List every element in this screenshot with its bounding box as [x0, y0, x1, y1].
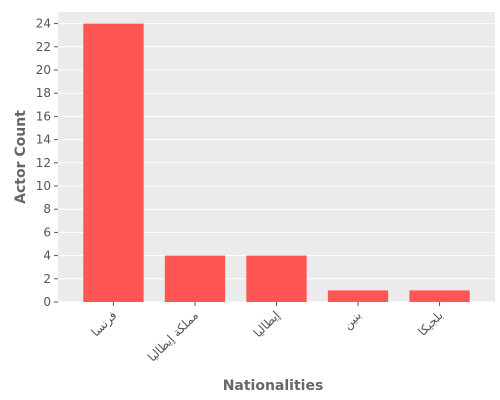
bar — [83, 23, 144, 302]
y-tick-label: 18 — [36, 86, 51, 100]
y-tick-label: 6 — [43, 225, 51, 239]
y-tick-label: 8 — [43, 202, 51, 216]
y-tick-label: 22 — [36, 40, 51, 54]
y-tick-label: 12 — [36, 156, 51, 170]
y-tick-label: 16 — [36, 109, 51, 123]
y-tick-label: 10 — [36, 179, 51, 193]
x-tick-label: بلجيكا — [415, 308, 445, 338]
y-tick-label: 24 — [36, 17, 51, 31]
y-tick-label: 20 — [36, 63, 51, 77]
x-tick-label: إيطاليا — [251, 308, 283, 340]
x-tick-label: بنين — [340, 308, 365, 333]
y-axis-title: Actor Count — [13, 110, 29, 204]
y-tick-label: 4 — [43, 249, 51, 263]
x-axis-title: Nationalities — [223, 378, 324, 394]
y-tick-label: 2 — [43, 272, 51, 286]
x-tick-label: فرنسا — [88, 308, 120, 340]
bar — [164, 255, 226, 302]
y-tick-label: 14 — [36, 133, 51, 147]
bar — [327, 290, 389, 302]
bar — [409, 290, 470, 302]
y-tick-label: 0 — [43, 295, 51, 309]
x-tick-label: مملكة إيطاليا — [145, 308, 201, 364]
bar — [246, 255, 307, 302]
